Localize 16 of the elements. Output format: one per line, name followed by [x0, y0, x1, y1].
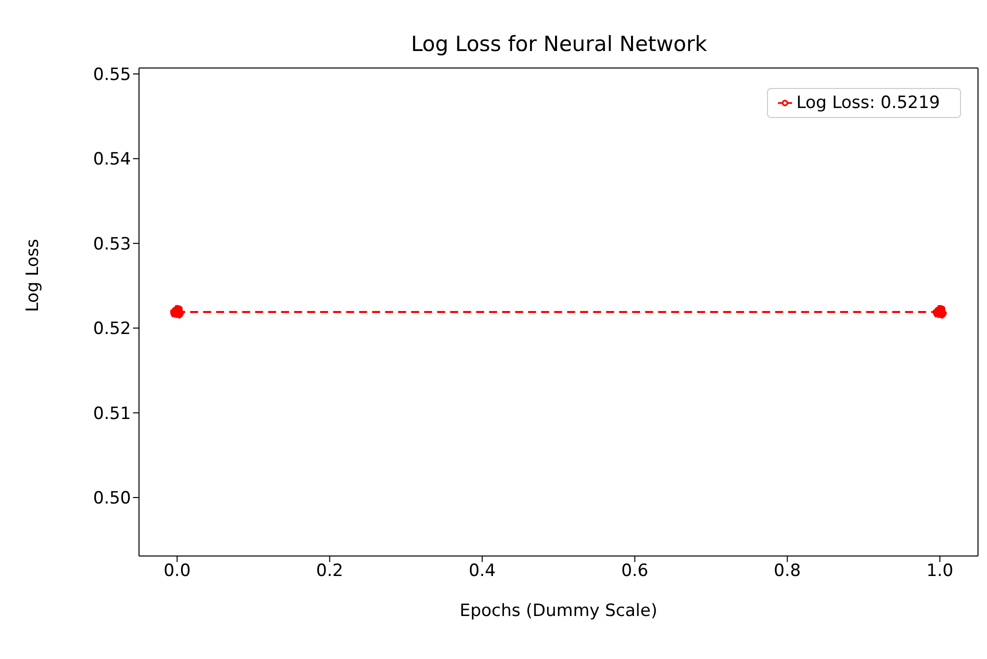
chart-title: Log Loss for Neural Network [410, 32, 708, 56]
x-tick-label: 0.0 [164, 561, 191, 582]
y-tick-label: 0.53 [93, 234, 131, 254]
y-tick-label: 0.52 [93, 319, 131, 340]
x-tick-label: 1.0 [926, 561, 954, 582]
y-tick-label: 0.54 [93, 150, 131, 170]
x-tick-label: 0.6 [621, 561, 648, 582]
y-tick-label: 0.50 [93, 488, 131, 509]
x-axis-title: Epochs (Dummy Scale) [460, 601, 658, 621]
y-tick-label: 0.51 [93, 404, 131, 424]
x-tick-label: 0.4 [468, 561, 496, 582]
x-tick-label: 0.8 [774, 561, 801, 582]
y-axis-title: Log Loss [23, 238, 44, 312]
y-tick-label: 0.55 [93, 64, 131, 85]
x-tick-label: 0.2 [316, 561, 344, 582]
legend-label: Log Loss: 0.5219 [796, 93, 940, 113]
